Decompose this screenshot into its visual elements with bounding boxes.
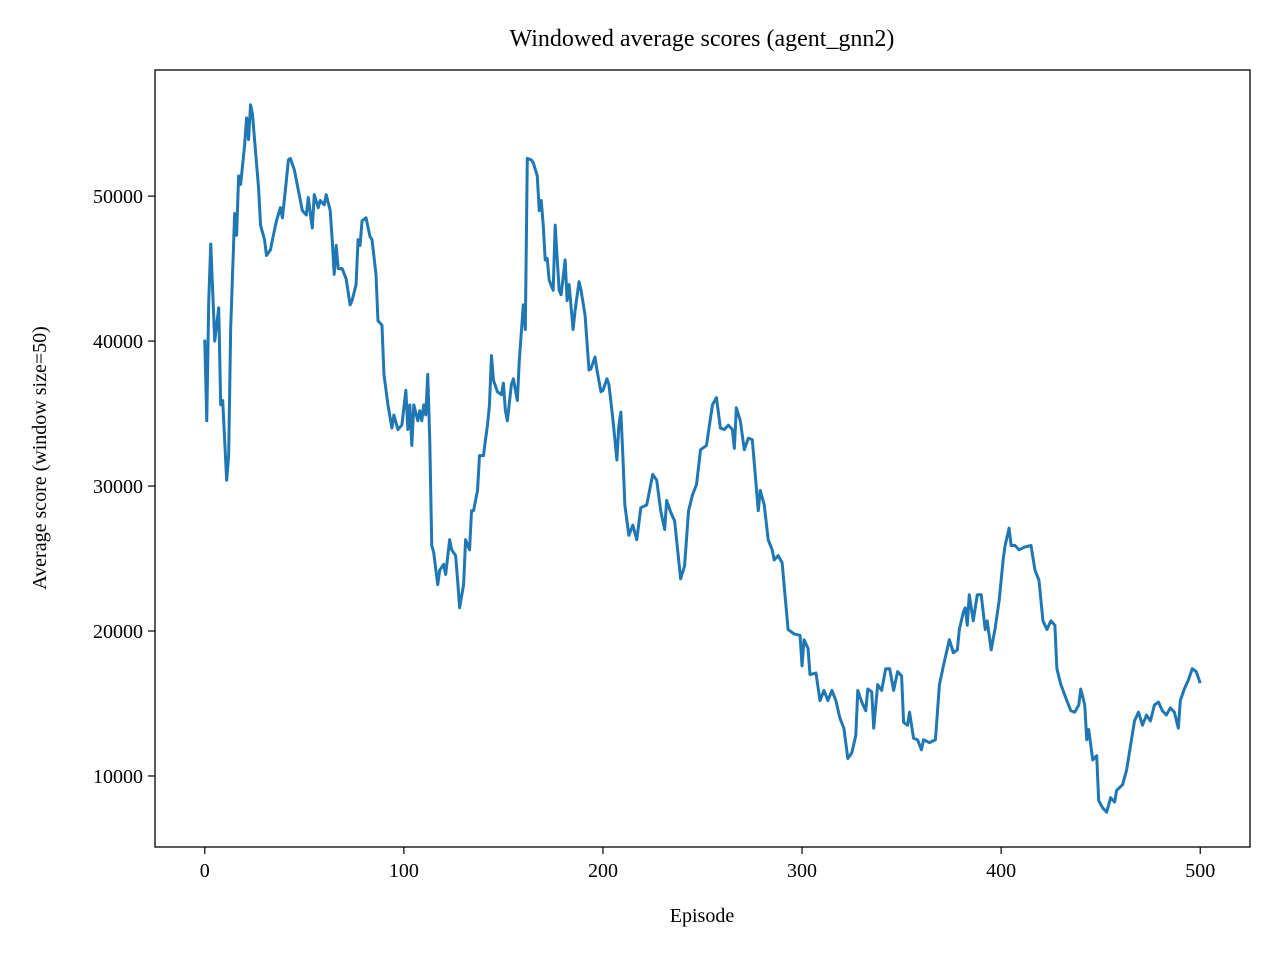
y-axis-label: Average score (window size=50)	[29, 326, 51, 590]
x-tick-label: 200	[588, 860, 618, 882]
chart-title: Windowed average scores (agent_gnn2)	[510, 26, 895, 52]
y-tick-label: 40000	[93, 331, 143, 353]
x-tick-label: 500	[1185, 860, 1215, 882]
x-axis-label: Episode	[670, 905, 735, 927]
x-tick-label: 100	[389, 860, 419, 882]
y-tick-label: 20000	[93, 621, 143, 643]
plot-frame	[154, 69, 1251, 848]
x-tick-label: 300	[787, 860, 817, 882]
x-tick-label: 400	[986, 860, 1016, 882]
data-line	[203, 103, 1202, 814]
y-tick-label: 50000	[93, 186, 143, 208]
x-tick-label: 0	[200, 860, 210, 882]
y-tick-label: 10000	[93, 766, 143, 788]
y-tick-label: 30000	[93, 476, 143, 498]
